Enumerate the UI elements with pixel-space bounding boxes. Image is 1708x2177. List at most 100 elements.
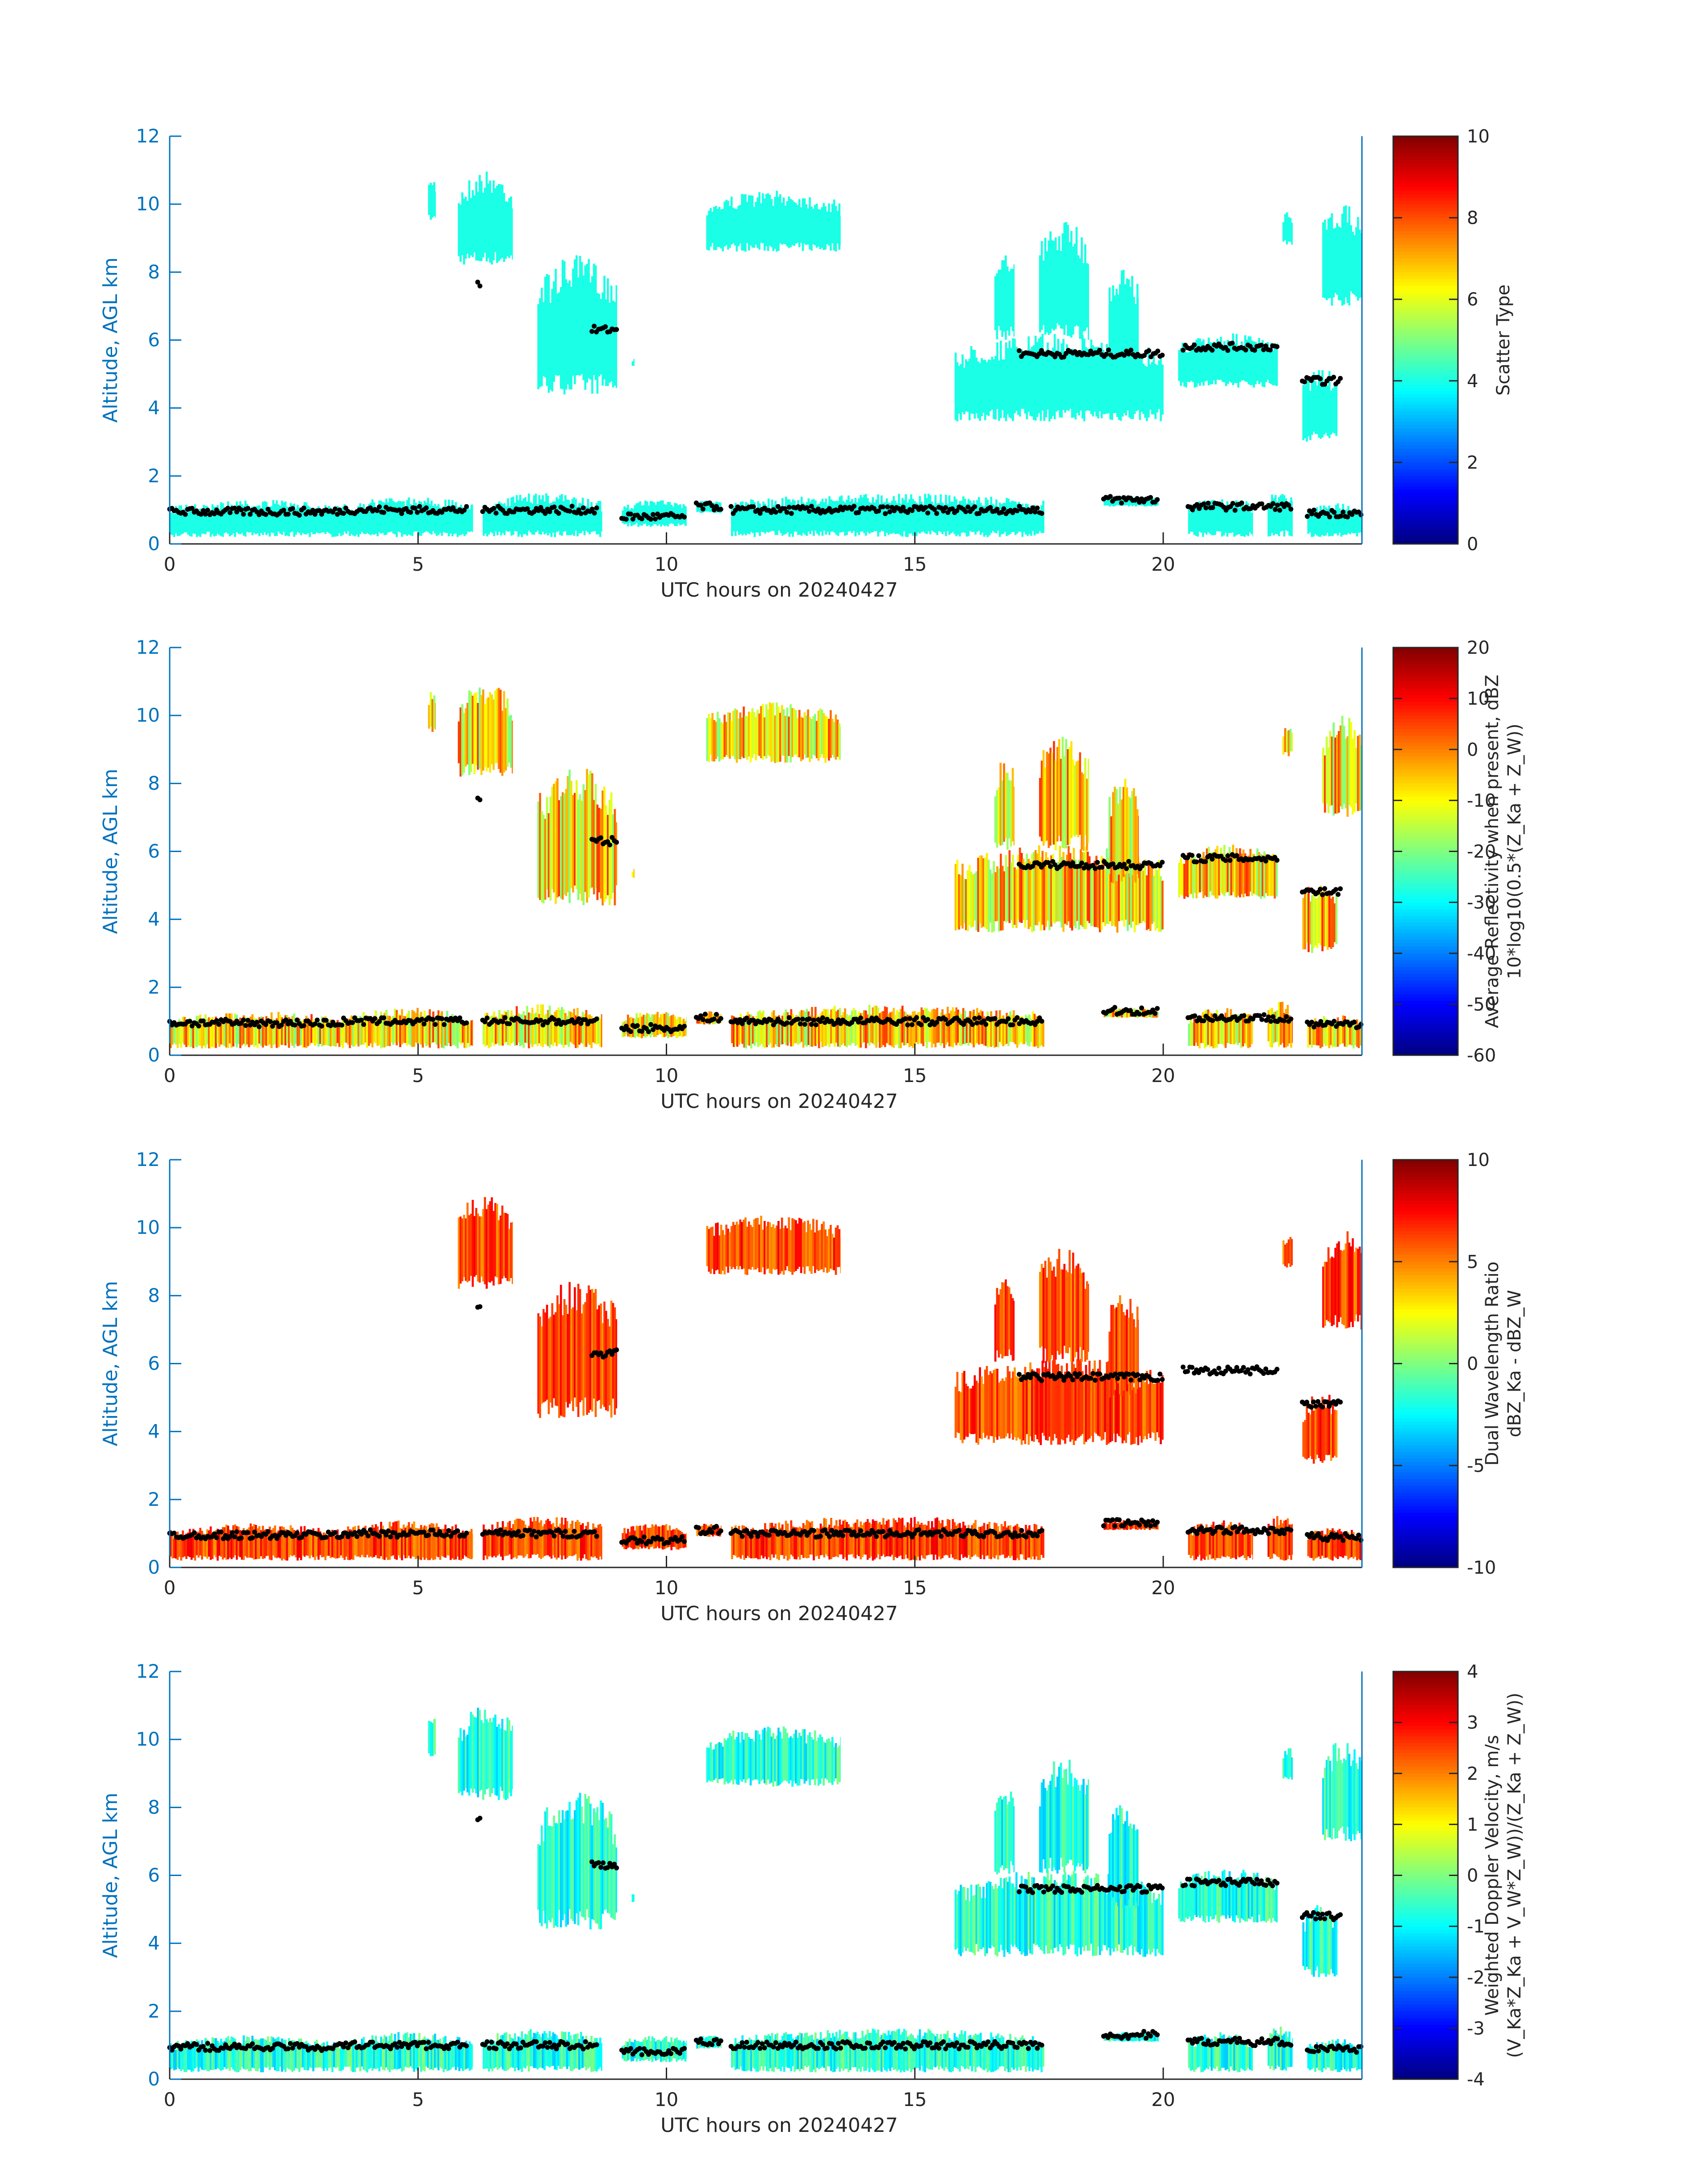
colorbar-segment [1393, 439, 1458, 443]
echo-column [378, 500, 380, 532]
echo-column [1085, 846, 1087, 929]
cloud-base-point [549, 1530, 555, 1535]
echo-column [1279, 1520, 1282, 1560]
echo-column [973, 1523, 975, 1556]
echo-column [1307, 1412, 1310, 1458]
echo-column [979, 502, 982, 535]
echo-column [734, 1525, 737, 1556]
cloud-base-point [965, 504, 971, 510]
echo-column [334, 510, 337, 537]
cloud-base-point [718, 1016, 723, 1021]
echo-column [751, 708, 754, 758]
cloud-base-point [840, 1533, 845, 1538]
cloud-base-point [874, 1534, 879, 1539]
echo-column [467, 1024, 469, 1043]
echo-column [965, 879, 967, 930]
echo-column [768, 1222, 771, 1273]
echo-column [819, 1013, 822, 1042]
echo-column [1292, 1524, 1293, 1555]
echo-column [510, 1528, 513, 1559]
echo-column [791, 1218, 793, 1275]
cloud-base-point [757, 510, 763, 516]
cloud-base-point [1259, 343, 1264, 348]
cloud-base-point [238, 1535, 244, 1541]
colorbar-segment [1393, 698, 1458, 702]
colorbar-segment [1393, 783, 1458, 787]
cloud-base-point [977, 511, 982, 516]
echo-column [1247, 1532, 1249, 1557]
echo-column [1028, 510, 1031, 535]
echo-column [962, 1521, 965, 1558]
cloud-base-point [245, 1018, 251, 1023]
echo-column [456, 1018, 459, 1049]
cloud-base-point [789, 511, 794, 516]
cloud-base-point [1270, 1014, 1276, 1020]
echo-column [1010, 862, 1013, 920]
echo-column [1109, 1523, 1111, 1529]
echo-column [434, 1018, 436, 1043]
echo-column [1119, 284, 1121, 363]
echo-column [180, 1538, 183, 1561]
echo-column [1022, 1376, 1025, 1441]
echo-column [591, 1289, 593, 1412]
echo-column [828, 1228, 830, 1272]
echo-column [1040, 336, 1042, 421]
echo-column [428, 184, 430, 215]
echo-column [824, 1229, 827, 1268]
colorbar-segment [1393, 1028, 1458, 1032]
echo-column [1183, 347, 1186, 387]
echo-column [706, 503, 709, 512]
echo-column [274, 504, 276, 536]
echo-column [196, 512, 198, 537]
echo-column [1276, 1010, 1278, 1042]
echo-column [1119, 343, 1122, 421]
echo-column [217, 1018, 219, 1043]
echo-column [954, 352, 957, 420]
echo-column [1226, 501, 1228, 537]
y-axis-label: Altitude, AGL km [99, 257, 122, 422]
echo-column [1011, 1015, 1013, 1042]
echo-column [298, 1019, 301, 1046]
echo-column [835, 1011, 838, 1043]
echo-column [547, 813, 550, 898]
echo-column [990, 1011, 992, 1047]
cloud-base-point [954, 508, 960, 514]
colorbar-segment [1393, 143, 1458, 147]
echo-column [698, 1527, 700, 1535]
echo-column [848, 1015, 850, 1045]
cloud-base-point [1345, 514, 1350, 520]
echo-column [1043, 864, 1045, 931]
cloud-base-point [811, 1017, 816, 1023]
echo-column [1352, 1532, 1355, 1559]
colorbar-segment [1393, 735, 1458, 740]
echo-column [1038, 845, 1040, 922]
echo-column [961, 1373, 964, 1443]
echo-column [480, 181, 483, 261]
echo-column [585, 1525, 588, 1559]
echo-column [564, 1013, 567, 1045]
echo-column [1033, 345, 1035, 420]
colorbar-segment [1393, 817, 1458, 821]
echo-column [343, 1530, 346, 1560]
cloud-base-point [881, 504, 885, 510]
echo-column [593, 263, 595, 376]
echo-column [1213, 342, 1215, 380]
echo-column [584, 265, 587, 390]
echo-column [788, 499, 791, 537]
echo-column [723, 1235, 726, 1274]
cloud-base-point [651, 1027, 656, 1032]
echo-column [854, 497, 857, 537]
cloud-base-point [507, 1021, 512, 1026]
echo-column [253, 1524, 255, 1560]
echo-column [328, 1535, 330, 1556]
echo-column [875, 1006, 877, 1048]
echo-column [1323, 505, 1325, 536]
echo-column [542, 815, 545, 904]
echo-column [505, 201, 507, 259]
echo-column [999, 763, 1002, 846]
colorbar-segment [1393, 702, 1458, 706]
echo-column [497, 1018, 499, 1043]
cloud-base-point [538, 1018, 543, 1023]
cloud-base-point [281, 507, 286, 513]
echo-column [985, 1017, 987, 1046]
